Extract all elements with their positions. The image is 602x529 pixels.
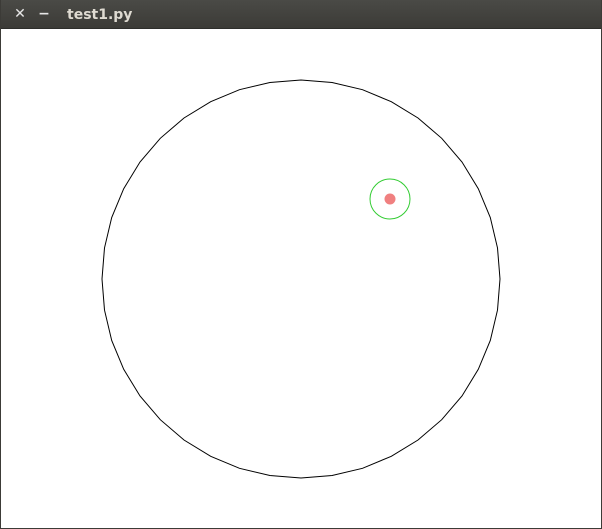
boundary-circle (101, 79, 501, 479)
target-dot (384, 193, 396, 205)
window-title: test1.py (67, 7, 133, 23)
drawing-canvas[interactable] (1, 29, 601, 528)
close-icon[interactable]: ✕ (14, 6, 26, 22)
target-ring (369, 178, 411, 220)
minimize-icon[interactable]: − (38, 6, 50, 22)
title-bar[interactable]: ✕ − test1.py (1, 0, 601, 29)
